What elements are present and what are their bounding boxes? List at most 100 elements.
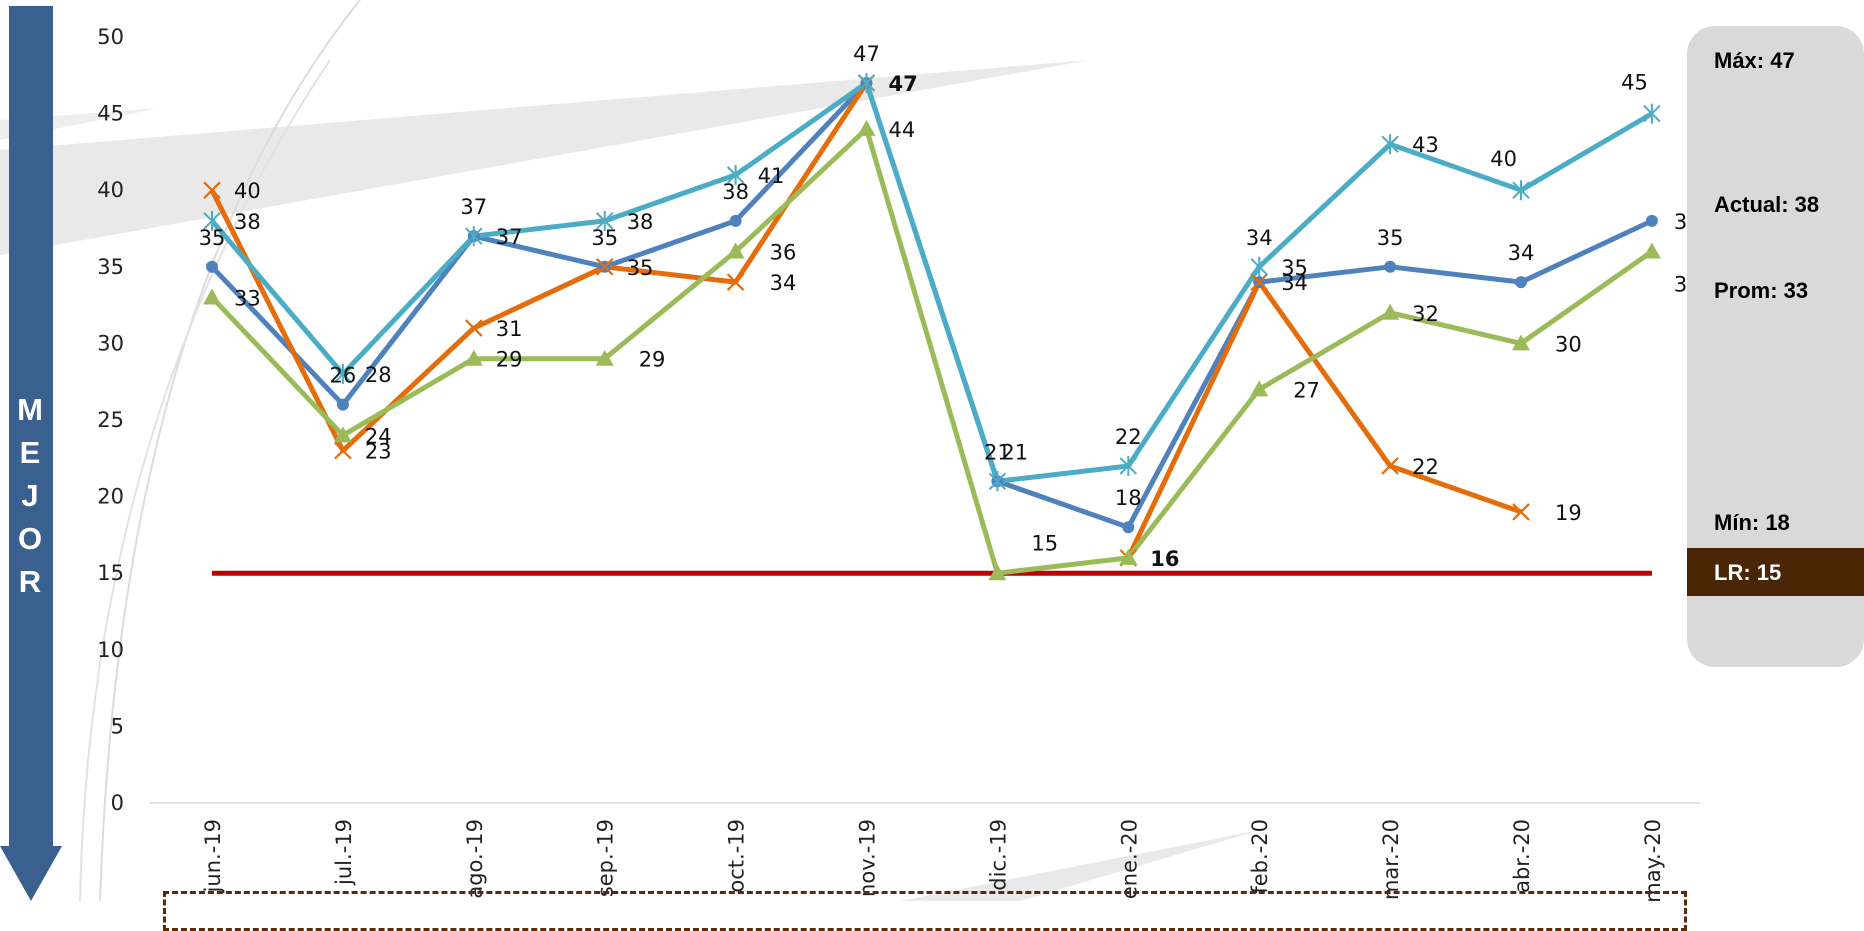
x-tick-label: feb.-20 (1248, 819, 1272, 894)
y-tick-label: 35 (97, 255, 124, 279)
y-tick-label: 50 (97, 25, 124, 49)
y-tick-label: 40 (97, 178, 124, 202)
data-label: 35 (1281, 256, 1308, 280)
data-label: 33 (234, 286, 261, 310)
data-label: 43 (1412, 133, 1439, 157)
data-label: 47 (853, 42, 880, 66)
data-label: 45 (1621, 71, 1648, 95)
data-label: 22 (1412, 455, 1439, 479)
data-label: 22 (1115, 425, 1142, 449)
data-point (726, 242, 745, 259)
x-tick-label: abr.-20 (1510, 819, 1534, 893)
data-label: 36 (770, 240, 797, 264)
data-point (595, 210, 614, 231)
data-label: 30 (1555, 332, 1582, 356)
data-label: 35 (591, 226, 618, 250)
data-point (1119, 548, 1138, 565)
data-point (1645, 214, 1658, 227)
data-label: 34 (1246, 226, 1273, 250)
data-point (465, 319, 483, 337)
data-label: 34 (1508, 241, 1535, 265)
data-point (203, 288, 221, 305)
data-label: 23 (365, 440, 392, 464)
x-tick-label: may.-20 (1641, 819, 1665, 901)
data-label: 15 (1031, 532, 1058, 556)
data-point (988, 471, 1007, 492)
data-label: 26 (330, 364, 357, 388)
data-label: 38 (627, 210, 654, 234)
data-point (1643, 103, 1661, 124)
data-label: 44 (889, 118, 916, 142)
data-point (1384, 260, 1397, 273)
series-line (210, 126, 1654, 576)
data-point (1119, 455, 1138, 476)
data-label: 40 (234, 179, 261, 203)
data-point (1642, 242, 1661, 259)
x-tick-label: ago.-19 (463, 819, 487, 899)
data-label: 29 (496, 348, 523, 372)
y-tick-label: 0 (111, 791, 124, 815)
x-tick-label: dic.-19 (986, 819, 1010, 891)
y-tick-label: 45 (97, 102, 124, 126)
data-point (1122, 521, 1135, 534)
data-label: 38 (234, 210, 261, 234)
data-point (203, 210, 221, 231)
data-point (1381, 134, 1399, 155)
notes-box (163, 891, 1687, 931)
x-tick-label: sep.-19 (594, 819, 618, 897)
data-point (333, 426, 352, 443)
data-point (595, 349, 614, 366)
mejor-letter: R (18, 564, 42, 599)
y-tick-label: 5 (111, 714, 124, 738)
background-decoration (0, 0, 1260, 901)
data-label: 34 (770, 271, 797, 295)
data-point (1381, 303, 1400, 320)
data-label: 35 (1377, 226, 1404, 250)
x-tick-label: nov.-19 (856, 819, 880, 897)
y-tick-label: 20 (97, 485, 124, 509)
data-point (1250, 256, 1268, 277)
data-label: 18 (1115, 486, 1142, 510)
y-tick-label: 30 (97, 331, 124, 355)
data-label: 32 (1412, 302, 1439, 326)
data-point (1512, 503, 1530, 521)
data-point (203, 181, 221, 199)
actual-value: Actual: 38 (1714, 192, 1820, 217)
y-tick-label: 15 (97, 561, 124, 585)
data-label: 35 (627, 256, 654, 280)
data-point (465, 226, 483, 247)
data-label: 47 (889, 72, 918, 96)
data-label: 27 (1293, 378, 1320, 402)
data-point (206, 260, 218, 273)
data-point (1512, 334, 1530, 351)
data-point (726, 164, 745, 185)
data-point (1512, 180, 1530, 201)
data-label: 37 (460, 195, 487, 219)
y-tick-label: 25 (97, 408, 124, 432)
x-tick-label: jun.-19 (201, 819, 225, 893)
data-point (334, 364, 352, 385)
max-value: Máx: 47 (1714, 48, 1795, 73)
data-label: 40 (1490, 147, 1517, 171)
data-point (1515, 276, 1527, 289)
series-line (209, 81, 869, 454)
x-tick-label: ene.-20 (1117, 819, 1141, 899)
mejor-letter: M (17, 392, 43, 427)
data-label: 28 (365, 363, 392, 387)
data-point (857, 119, 876, 136)
data-point (726, 273, 745, 291)
data-label: 35 (199, 226, 226, 250)
mejor-letter: O (17, 521, 43, 556)
mejor-label: M E J O R (8, 388, 52, 603)
data-label: 21 (984, 440, 1011, 464)
data-label: 16 (1150, 547, 1179, 571)
data-label: 24 (365, 424, 392, 448)
data-label: 38 (722, 180, 749, 204)
data-point (1250, 273, 1268, 291)
better-direction-arrow: M E J O R (0, 0, 80, 901)
data-label: 31 (496, 317, 523, 341)
min-value: Mín: 18 (1714, 510, 1790, 535)
data-point (1381, 457, 1399, 475)
x-tick-label: mar.-20 (1379, 819, 1403, 900)
data-point (1250, 380, 1269, 397)
